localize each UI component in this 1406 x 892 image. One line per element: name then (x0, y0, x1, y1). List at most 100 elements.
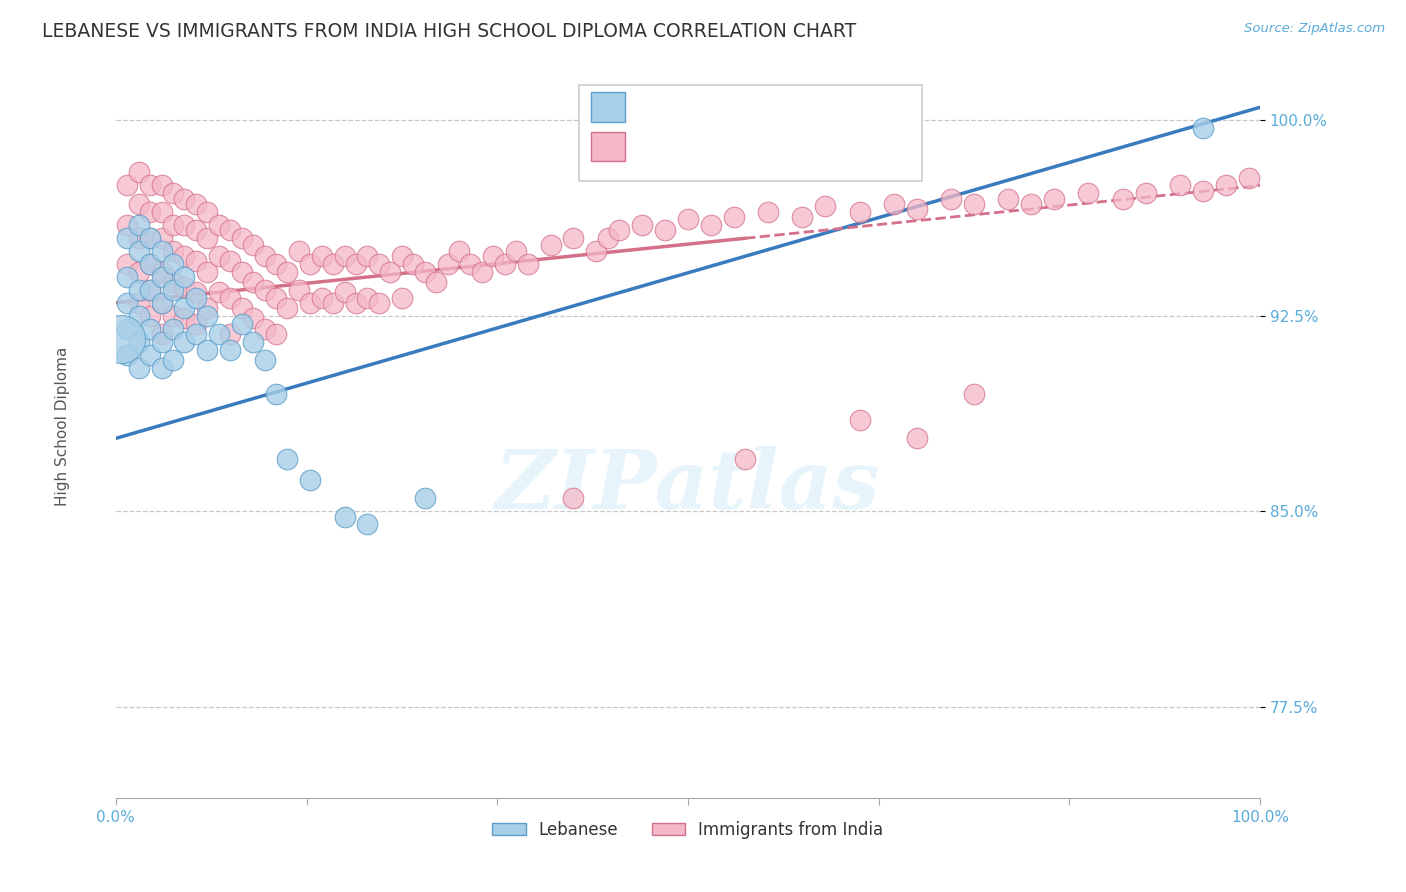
Point (253, 283, 276, 297)
Point (231, 230, 253, 244)
Point (184, 254, 207, 268)
Point (150, 295, 173, 310)
Point (814, 199, 837, 213)
Point (460, 257, 482, 271)
Point (391, 249, 413, 263)
Point (333, 249, 356, 263)
Point (150, 334, 173, 349)
Point (596, 230, 619, 244)
Point (471, 264, 494, 278)
Point (150, 230, 173, 244)
Point (963, 196, 986, 211)
Point (115, 269, 138, 284)
Point (128, 264, 150, 278)
Point (139, 322, 162, 336)
Point (231, 301, 253, 315)
Point (195, 309, 218, 323)
Point (905, 431, 928, 445)
Text: Source: ZipAtlas.com: Source: ZipAtlas.com (1244, 22, 1385, 36)
Point (562, 230, 585, 244)
Point (162, 322, 184, 336)
Point (436, 257, 458, 271)
Point (311, 249, 333, 263)
Point (264, 327, 287, 342)
Point (231, 317, 253, 331)
Point (184, 196, 207, 211)
Point (208, 249, 231, 263)
Point (299, 295, 322, 310)
Point (1191, 121, 1213, 136)
Point (162, 353, 184, 368)
Point (997, 192, 1019, 206)
Point (115, 230, 138, 244)
Point (115, 295, 138, 310)
Point (128, 334, 150, 349)
Point (700, 218, 723, 232)
Point (139, 283, 162, 297)
Point (208, 218, 231, 232)
Point (402, 257, 425, 271)
Point (242, 311, 264, 326)
Point (631, 218, 654, 232)
Point (322, 257, 344, 271)
Point (368, 295, 391, 310)
Point (676, 212, 699, 227)
Point (242, 275, 264, 289)
Point (344, 257, 367, 271)
Point (128, 283, 150, 297)
Point (219, 291, 242, 305)
Point (150, 269, 173, 284)
Point (219, 254, 242, 268)
Point (173, 192, 195, 206)
Point (208, 285, 231, 300)
Point (195, 230, 218, 244)
Point (162, 186, 184, 201)
Point (150, 361, 173, 376)
Point (264, 291, 287, 305)
Point (128, 295, 150, 310)
Point (253, 249, 276, 263)
Point (128, 230, 150, 244)
Point (734, 452, 756, 467)
Point (311, 291, 333, 305)
Point (344, 295, 367, 310)
Point (139, 178, 162, 193)
Point (253, 353, 276, 368)
Point (162, 244, 184, 258)
Point (115, 348, 138, 362)
Point (184, 285, 207, 300)
Point (607, 223, 630, 237)
Point (173, 218, 195, 232)
Point (139, 348, 162, 362)
Point (356, 249, 378, 263)
Point (356, 291, 378, 305)
Point (128, 361, 150, 376)
Point (494, 257, 516, 271)
Point (253, 322, 276, 336)
Point (413, 264, 436, 278)
Point (276, 452, 298, 467)
Point (299, 473, 322, 487)
Point (139, 204, 162, 219)
Point (219, 327, 242, 342)
Point (276, 264, 298, 278)
Point (482, 249, 505, 263)
Point (1019, 196, 1042, 211)
Point (139, 230, 162, 244)
Point (150, 178, 173, 193)
Point (115, 257, 138, 271)
Point (1135, 186, 1157, 201)
FancyBboxPatch shape (591, 92, 624, 122)
Point (242, 334, 264, 349)
Point (115, 218, 138, 232)
Point (299, 257, 322, 271)
FancyBboxPatch shape (579, 85, 922, 181)
Point (654, 223, 676, 237)
Point (110, 332, 132, 346)
Point (333, 509, 356, 524)
Point (139, 257, 162, 271)
Point (150, 264, 173, 278)
Point (276, 301, 298, 315)
Point (380, 264, 402, 278)
Text: ZIPatlas: ZIPatlas (495, 446, 880, 526)
